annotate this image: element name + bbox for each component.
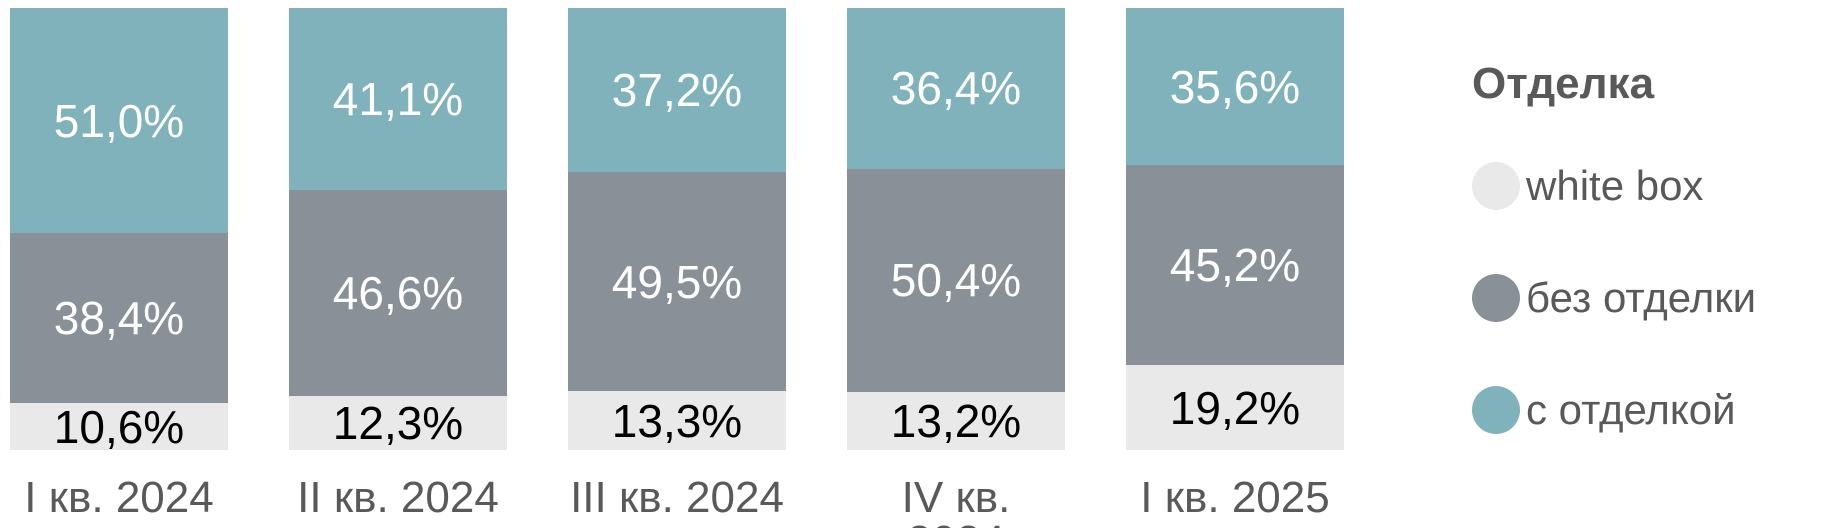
bar-value-label: 19,2% — [1169, 381, 1301, 434]
legend-title: Отделка — [1472, 59, 1655, 108]
bar-value-label: 36,4% — [890, 62, 1022, 115]
bar-segment-white-box: 10,6% — [10, 403, 228, 450]
bar-segment-с-отделкой: 35,6% — [1126, 8, 1344, 166]
stacked-bar: 36,4% 50,4% 13,2% — [847, 8, 1065, 450]
bar-value-label: 41,1% — [332, 72, 464, 125]
bar-value-label: 50,4% — [890, 254, 1022, 307]
bar-value-label: 45,2% — [1169, 239, 1301, 292]
bar-value-label: 37,2% — [611, 64, 743, 117]
stacked-bar: 35,6% 45,2% 19,2% — [1126, 8, 1344, 450]
bar-value-label: 13,2% — [890, 394, 1022, 447]
bar-segment-без-отделки: 38,4% — [10, 233, 228, 404]
bar-value-label: 46,6% — [332, 266, 464, 319]
legend-swatch-icon — [1472, 386, 1520, 434]
category-label: II кв. 2024 — [297, 473, 499, 522]
bar-segment-без-отделки: 45,2% — [1126, 165, 1344, 366]
bar-value-label: 12,3% — [332, 396, 464, 449]
category-label: IV кв. 2024 — [901, 473, 1011, 528]
category-label: III кв. 2024 — [570, 473, 784, 522]
legend-item-без-отделки: без отделки — [1472, 274, 1822, 322]
bar-value-label: 13,3% — [611, 394, 743, 447]
bar-column: 41,1% 46,6% 12,3% II кв. 2024 — [289, 8, 507, 528]
legend-label: white box — [1526, 162, 1704, 209]
bar-segment-с-отделкой: 41,1% — [289, 8, 507, 190]
bar-segment-с-отделкой: 51,0% — [10, 8, 228, 234]
legend-label: с отделкой — [1526, 386, 1736, 433]
bar-segment-с-отделкой: 37,2% — [568, 8, 786, 173]
legend-item-white-box: white box — [1472, 162, 1822, 210]
legend-swatch-icon — [1472, 274, 1520, 322]
bar-value-label: 38,4% — [53, 292, 185, 345]
legend-item-с-отделкой: с отделкой — [1472, 386, 1822, 434]
bar-value-label: 49,5% — [611, 255, 743, 308]
legend-swatch-icon — [1472, 162, 1520, 210]
bar-column: 35,6% 45,2% 19,2% I кв. 2025 — [1126, 8, 1344, 528]
category-label: I кв. 2024 — [24, 473, 214, 522]
bar-value-label: 51,0% — [53, 94, 185, 147]
bar-column: 36,4% 50,4% 13,2% IV кв. 2024 — [847, 8, 1065, 528]
stacked-bar: 37,2% 49,5% 13,3% — [568, 8, 786, 450]
bar-column: 51,0% 38,4% 10,6% I кв. 2024 — [10, 8, 228, 528]
plot-area: 51,0% 38,4% 10,6% I кв. 2024 41,1% 46,6% 12,3%… — [10, 8, 1344, 528]
bar-value-label: 35,6% — [1169, 60, 1301, 113]
legend: Отделка white box без отделки с отделкой — [1472, 62, 1822, 498]
legend-items: white box без отделки с отделкой — [1472, 162, 1822, 434]
bar-column: 37,2% 49,5% 13,3% III кв. 2024 — [568, 8, 786, 528]
bar-segment-без-отделки: 49,5% — [568, 172, 786, 392]
bar-segment-white-box: 19,2% — [1126, 365, 1344, 450]
bar-segment-white-box: 13,2% — [847, 391, 1065, 450]
stacked-bar: 51,0% 38,4% 10,6% — [10, 8, 228, 450]
bar-value-label: 10,6% — [53, 400, 185, 453]
legend-label: без отделки — [1526, 274, 1757, 321]
bar-segment-white-box: 12,3% — [289, 395, 507, 450]
bar-segment-без-отделки: 46,6% — [289, 189, 507, 396]
bar-segment-white-box: 13,3% — [568, 391, 786, 450]
bar-segment-без-отделки: 50,4% — [847, 168, 1065, 392]
category-label: I кв. 2025 — [1140, 473, 1330, 522]
stacked-bar: 41,1% 46,6% 12,3% — [289, 8, 507, 450]
bar-segment-с-отделкой: 36,4% — [847, 8, 1065, 169]
